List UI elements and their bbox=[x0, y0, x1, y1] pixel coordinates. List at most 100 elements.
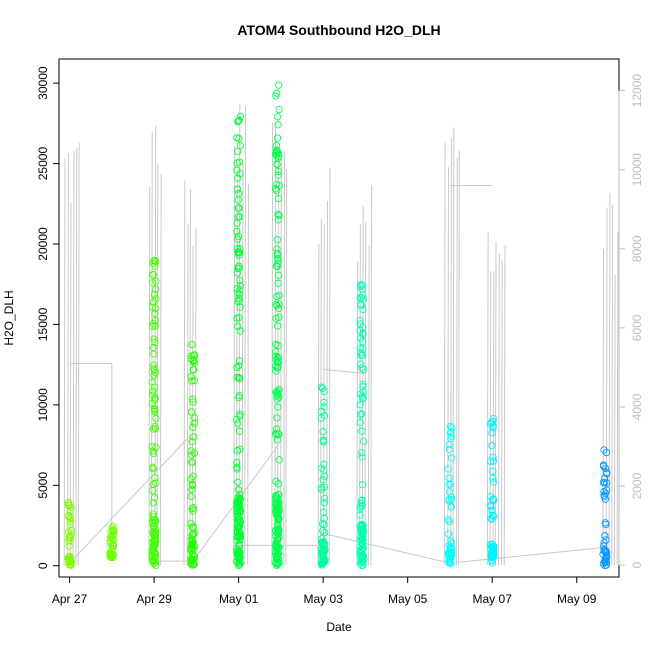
data-point bbox=[320, 499, 329, 507]
data-point bbox=[191, 414, 199, 422]
data-point bbox=[233, 134, 241, 142]
data-point bbox=[187, 544, 195, 553]
data-point bbox=[447, 503, 456, 511]
data-point bbox=[601, 519, 610, 527]
data-cluster bbox=[106, 522, 118, 562]
data-point bbox=[190, 560, 198, 568]
data-point bbox=[65, 542, 73, 550]
data-point bbox=[151, 256, 159, 265]
data-point bbox=[189, 504, 198, 512]
data-point bbox=[487, 514, 495, 522]
data-cluster bbox=[599, 446, 611, 570]
data-point bbox=[149, 387, 157, 395]
data-point bbox=[275, 291, 283, 300]
data-point bbox=[358, 547, 366, 555]
data-point bbox=[445, 495, 453, 504]
y-right-tick-label: 6000 bbox=[630, 314, 644, 341]
data-point bbox=[273, 534, 281, 542]
data-point bbox=[234, 322, 242, 331]
data-point bbox=[445, 440, 453, 449]
plot-frame bbox=[58, 58, 620, 578]
data-point bbox=[488, 429, 496, 437]
data-point bbox=[356, 282, 365, 291]
data-point bbox=[448, 548, 456, 557]
data-point bbox=[151, 425, 160, 433]
data-cluster bbox=[148, 256, 160, 570]
altitude-spike bbox=[486, 232, 489, 566]
data-point bbox=[356, 504, 364, 513]
data-point bbox=[274, 194, 283, 203]
data-point bbox=[490, 478, 498, 486]
data-point bbox=[356, 418, 364, 427]
data-point bbox=[320, 494, 329, 502]
data-point bbox=[149, 391, 157, 399]
data-point bbox=[235, 528, 244, 537]
altitude-spike bbox=[75, 147, 78, 566]
data-point bbox=[271, 348, 280, 356]
data-point bbox=[189, 539, 198, 548]
data-point bbox=[358, 448, 366, 457]
data-point bbox=[488, 442, 496, 450]
data-point bbox=[190, 356, 198, 364]
x-tick-label: May 09 bbox=[557, 592, 597, 606]
y-tick-label: 30000 bbox=[36, 66, 50, 100]
altitude-spike bbox=[156, 163, 159, 566]
data-point bbox=[236, 303, 244, 311]
data-point bbox=[152, 304, 160, 312]
data-point bbox=[600, 487, 608, 496]
data-point bbox=[273, 262, 281, 271]
data-point bbox=[488, 553, 497, 561]
altitude-spike bbox=[247, 183, 249, 566]
data-point bbox=[271, 362, 280, 370]
data-point bbox=[275, 304, 283, 313]
data-point bbox=[271, 185, 280, 193]
altitude-spike bbox=[500, 259, 503, 566]
data-point bbox=[447, 493, 455, 501]
data-point bbox=[274, 121, 282, 129]
data-point bbox=[190, 449, 199, 457]
data-point bbox=[359, 295, 368, 303]
data-point bbox=[152, 295, 160, 303]
data-point bbox=[151, 531, 160, 540]
y-tick-label: 20000 bbox=[36, 227, 50, 261]
data-point bbox=[149, 512, 158, 520]
data-point bbox=[274, 279, 282, 287]
altitude-spike bbox=[605, 207, 608, 566]
data-point bbox=[149, 449, 158, 458]
data-point bbox=[358, 453, 366, 461]
data-point bbox=[150, 365, 158, 373]
data-point bbox=[275, 456, 283, 464]
data-point bbox=[66, 555, 75, 564]
data-point bbox=[275, 505, 283, 513]
data-point bbox=[233, 363, 241, 372]
data-point bbox=[234, 117, 242, 126]
data-point bbox=[356, 401, 364, 409]
data-point bbox=[359, 481, 367, 489]
data-point bbox=[358, 427, 366, 435]
data-point bbox=[65, 557, 73, 566]
data-point bbox=[602, 536, 610, 544]
data-point bbox=[359, 524, 367, 532]
data-point bbox=[272, 367, 280, 375]
data-point bbox=[151, 322, 160, 330]
data-point bbox=[320, 520, 328, 529]
data-point bbox=[487, 418, 496, 426]
data-point bbox=[151, 316, 160, 325]
data-point bbox=[188, 480, 196, 489]
data-point bbox=[233, 500, 241, 509]
data-point bbox=[320, 398, 328, 407]
data-point bbox=[358, 281, 366, 290]
data-point bbox=[67, 503, 75, 511]
data-point bbox=[234, 512, 243, 520]
altitude-spike bbox=[67, 153, 69, 566]
data-point bbox=[357, 499, 365, 508]
data-point bbox=[273, 236, 281, 244]
data-point bbox=[188, 395, 197, 403]
data-point bbox=[489, 474, 497, 483]
data-point bbox=[487, 457, 495, 466]
data-point bbox=[356, 344, 365, 352]
data-point bbox=[319, 436, 327, 445]
data-cluster bbox=[271, 81, 283, 570]
altitude-spike bbox=[150, 131, 153, 566]
